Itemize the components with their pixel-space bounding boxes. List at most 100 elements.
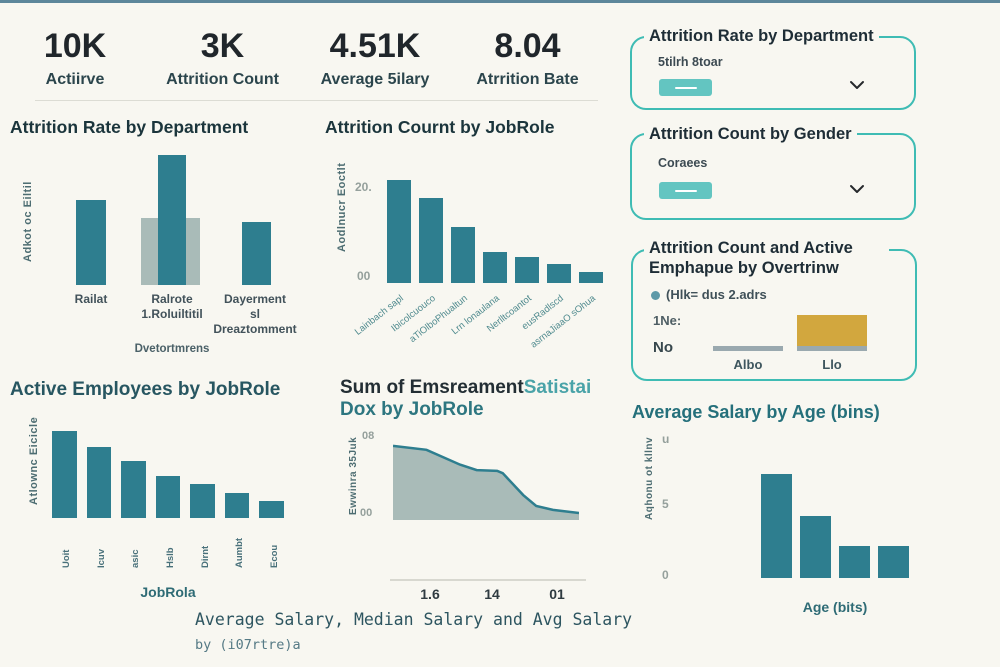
bar[interactable] [158,155,186,285]
chart-title-attrition-count-jobrole: Attrition Cournt by JobRole [325,117,555,137]
area-plot-env-satisfaction[interactable] [393,442,579,520]
slicer-title: Attrition Count by Gender [644,124,857,144]
x-axis-line [390,579,586,581]
y-tick: 00 [360,507,373,519]
x-category-label: Dirnt [200,545,211,568]
slicer-selected-value: 5tilrh 8toar [658,55,723,69]
overtime-panel-title: Attrition Count and Active Emphapue by O… [644,238,889,278]
overtime-row-label-yes: 1Ne: [653,313,682,328]
x-category-label: Uoit [61,549,72,568]
y-tick: u [662,432,670,446]
overtime-gray-strip [797,346,867,351]
plot-active-employees [52,428,285,518]
y-axis-label: Atlownc Eicicle [28,416,40,505]
overtime-title-line1: Attrition Count and Active [649,239,853,257]
slicer-pill-button[interactable] [659,79,712,96]
x-category-label: Aumbt [234,537,245,568]
bar[interactable] [839,546,870,578]
overtime-title-line2: Emphapue by Overtrinw [649,259,839,277]
bar[interactable] [579,272,603,283]
x-tick: 14 [484,586,500,602]
y-axis-label: Aqhonu ot kllnv [644,436,655,520]
slicer-selected-value: Coraees [658,156,708,170]
pill-dash [674,86,697,89]
overtime-gray-bar[interactable] [713,346,783,351]
bar[interactable] [52,430,77,518]
bar[interactable] [76,200,106,285]
top-accent-line [0,0,1000,3]
x-category-label: Hslb [165,547,176,568]
overtime-x-label: Albo [733,357,763,372]
legend-label: (Hlk= dus 2.adrs [666,287,767,302]
x-category-label: Railat [74,292,108,306]
x-tick: 01 [549,586,565,602]
bar[interactable] [190,483,215,518]
y-axis-label: Ewwinra 35Juk [348,436,359,515]
x-category-label: Ralrote 1.Roluiltitil [141,292,203,321]
bar[interactable] [387,179,411,283]
plot-avg-salary-age [761,470,909,578]
kpi-label: Actiirve [45,71,105,88]
y-tick: 20. [355,180,372,194]
x-category-label: Ecou [269,544,280,568]
bar[interactable] [515,257,539,283]
kpi-value: 8.04 [494,27,561,65]
chart-title-env-satisfaction: Sum of EmsreamentSatistai [340,377,592,398]
bar[interactable] [761,474,792,578]
bar[interactable] [419,198,443,283]
kpi-value: 4.51K [329,27,421,65]
overtime-row-label-no: No [653,339,673,356]
bar[interactable] [800,516,831,578]
plot-attrition-rate-dept [40,140,320,285]
slicer-title: Attrition Rate by Department [644,26,879,46]
legend-dot-icon [651,291,660,300]
bar[interactable] [242,222,271,285]
chevron-down-icon[interactable] [849,80,865,90]
chart-title-active-employees: Active Employees by JobRole [10,379,281,400]
kpi-label: Attrition Count [166,71,279,88]
kpi-attrition-rate: 8.04 Atrrition Bate [465,26,590,89]
kpi-label: Average 5ilary [320,71,430,88]
x-category-label: Icuv [96,548,107,568]
bar[interactable] [224,492,250,518]
kpi-value: 10K [43,27,107,65]
x-axis-label: Age (bits) [802,599,868,615]
y-tick: 08 [362,430,375,442]
kpi-attrition-count: 3K Attrition Count [160,26,285,89]
x-axis-label: JobRola [140,584,196,600]
y-axis-label: Aodlnucr Eoctlt [336,162,348,252]
x-category-label: asic [130,549,141,569]
bar[interactable] [547,264,571,283]
kpi-label: Atrrition Bate [476,71,579,88]
bar[interactable] [878,546,909,578]
slicer-panel-gender [630,133,916,220]
bottom-caption-line2: by (i07rtre)a [195,637,301,653]
x-tick: 1.6 [420,586,440,602]
bar[interactable] [259,501,285,518]
bar[interactable] [451,226,475,283]
kpi-value: 3K [200,27,245,65]
x-category-label: Dayerment sl Dreaztomment [213,292,297,336]
bar[interactable] [483,251,507,283]
y-tick: 00 [357,269,371,283]
slicer-pill-button[interactable] [659,182,712,199]
bar[interactable] [86,447,112,518]
y-tick: 0 [662,568,669,582]
slicer-panel-department [630,36,916,110]
overtime-x-label: Llo [822,357,842,372]
bottom-caption-line1: Average Salary, Median Salary and Avg Sa… [195,610,633,629]
chart-title-attrition-rate-dept: Attrition Rate by Department [10,117,249,137]
chart-title-avg-salary-age: Average Salary by Age (bins) [632,402,880,422]
chevron-down-icon[interactable] [849,184,865,194]
bar[interactable] [155,475,181,518]
y-tick: 5 [662,497,669,511]
pill-dash [674,189,697,192]
overtime-gold-bar[interactable] [797,315,867,346]
kpi-divider [35,100,598,101]
kpi-active: 10K Actiirve [25,26,125,89]
x-axis-label: Dvetortmrens [134,343,210,355]
bar[interactable] [121,461,146,518]
chart-title-line2: Dox by JobRole [340,399,484,420]
kpi-average-salary: 4.51K Average 5ilary [310,26,440,89]
